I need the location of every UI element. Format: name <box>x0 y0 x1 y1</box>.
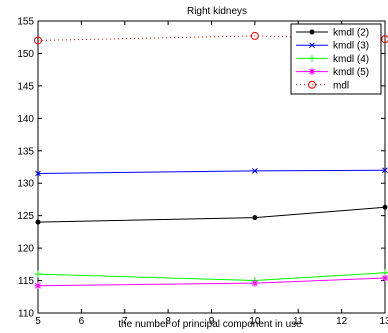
x-tick-label: 8 <box>165 316 171 327</box>
marker-stroke <box>35 170 41 177</box>
x-tick-label: 11 <box>293 316 304 327</box>
marker-stroke <box>382 275 388 281</box>
y-tick-label: 155 <box>17 17 34 28</box>
legend-label: kmdl (4) <box>333 54 369 65</box>
series-line <box>37 35 386 41</box>
legend-marker <box>308 68 316 76</box>
legend-item: kmdl (4) <box>296 54 369 65</box>
x-axis-label: the number of principal component in use <box>118 319 302 330</box>
legend-label: mdl <box>333 80 349 91</box>
legend: kmdl (2) kmdl (3) kmdl (4) kmdl (5) mdl <box>290 23 382 95</box>
data-point <box>252 215 258 221</box>
y-tick-label: 145 <box>17 81 34 92</box>
x-tick-label: 5 <box>35 316 41 327</box>
data-point <box>250 31 259 40</box>
x-tick-label: 10 <box>249 316 261 327</box>
legend-marker <box>309 29 315 35</box>
x-tick-label: 12 <box>336 316 348 327</box>
y-tick-label: 150 <box>17 49 34 60</box>
series-layer <box>34 31 388 290</box>
legend-item: kmdl (5) <box>296 67 369 78</box>
data-point <box>382 167 388 174</box>
legend-label: kmdl (5) <box>333 67 369 78</box>
legend-label: kmdl (2) <box>333 28 369 39</box>
data-point <box>34 270 42 278</box>
series-3 <box>34 274 388 290</box>
data-point <box>251 279 259 287</box>
data-point <box>34 36 42 45</box>
x-tick-label: 7 <box>122 316 128 327</box>
marker-stroke <box>252 280 258 287</box>
data-point <box>382 204 388 210</box>
series-1 <box>35 167 388 177</box>
data-point <box>34 282 42 290</box>
y-tick-label: 110 <box>18 309 34 320</box>
legend-item: mdl <box>296 80 349 91</box>
marker-stroke <box>309 42 315 49</box>
data-point <box>252 168 258 174</box>
x-axis: 5 6 7 8 9 10 11 12 13 <box>35 21 388 327</box>
y-tick-label: 125 <box>17 211 34 222</box>
x-tick-label: 13 <box>379 316 388 327</box>
y-tick-label: 130 <box>17 179 34 190</box>
y-tick-label: 115 <box>18 276 34 287</box>
data-point <box>35 170 41 177</box>
y-tick-label: 135 <box>17 146 34 157</box>
data-point <box>35 219 41 225</box>
legend-box <box>290 23 382 95</box>
x-tick-label: 9 <box>209 316 215 327</box>
x-tick-label: 6 <box>79 316 85 327</box>
marker-stroke <box>252 168 258 174</box>
chart-title: Right kidneys <box>187 6 247 17</box>
legend-item: kmdl (3) <box>296 41 369 52</box>
y-axis: 110 115 120 125 130 135 140 145 150 155 <box>17 17 385 320</box>
legend-marker <box>309 42 315 49</box>
data-point <box>381 274 388 282</box>
y-tick-label: 140 <box>17 114 34 125</box>
series-0 <box>35 204 388 225</box>
marker-stroke <box>382 167 388 174</box>
y-tick-label: 120 <box>17 244 34 255</box>
legend-marker <box>308 54 316 62</box>
legend-marker <box>308 80 316 89</box>
marker-stroke <box>35 282 41 289</box>
legend-label: kmdl (3) <box>333 41 369 52</box>
marker-stroke <box>309 68 315 75</box>
legend-item: kmdl (2) <box>296 28 369 39</box>
